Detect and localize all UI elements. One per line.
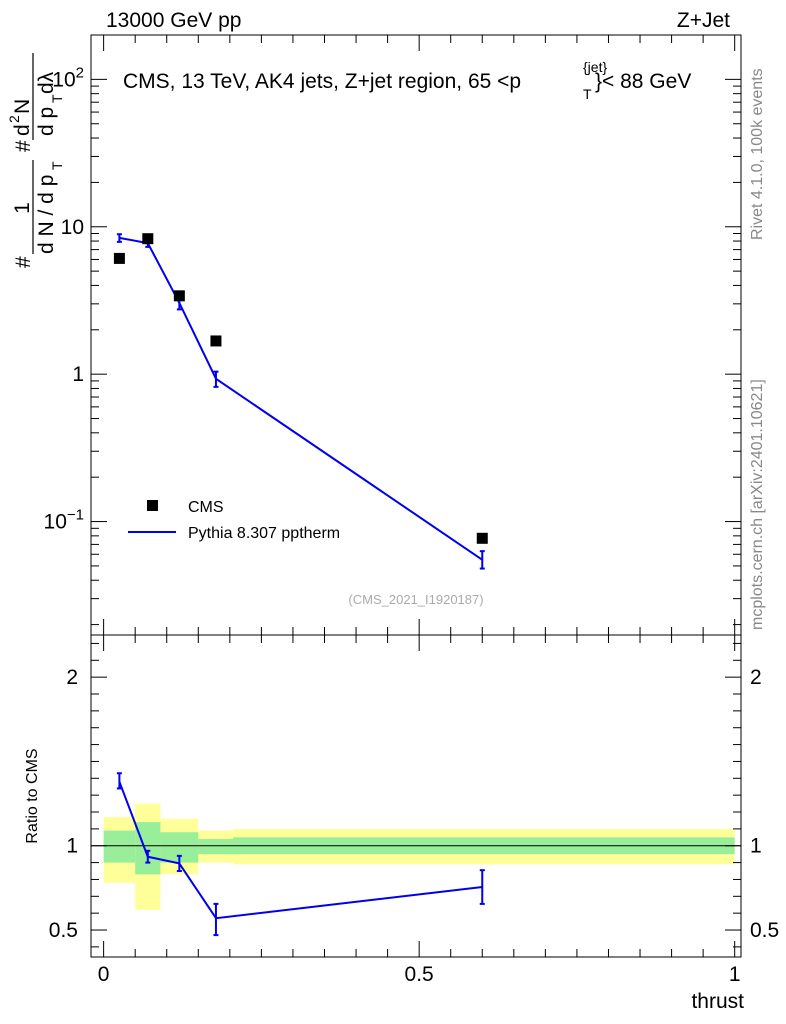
legend: CMS Pythia 8.307 pptherm <box>128 499 340 542</box>
svg-text:d p: d p <box>35 107 58 136</box>
main-panel: 102 10 1 10−1 CMS, 13 TeV, AK4 jets, Z+jet … <box>6 34 742 636</box>
rivet-version-label: Rivet 4.1.0, 100k events <box>749 68 766 240</box>
ratio-y-tick-label-right: 1 <box>750 835 762 858</box>
ratio-y-tick-label: 0.5 <box>49 919 78 942</box>
mc-line <box>119 236 483 561</box>
main-y-tick-label: 10−1 <box>44 507 84 534</box>
main-ylabel: # 1 d N / d p T # d 2 N d p T dλ <box>6 53 65 268</box>
svg-text:d N / d p: d N / d p <box>35 175 58 254</box>
ratio-frame <box>90 634 742 958</box>
main-ticks-layer: 102 10 1 10−1 <box>44 34 741 635</box>
main-title-sup: {jet} <box>583 59 607 75</box>
ratio-y-tick-label: 2 <box>66 666 78 689</box>
ratio-y-tick-label-right: 0.5 <box>750 919 779 942</box>
ratio-stat-uncertainty-band <box>135 822 161 875</box>
main-frame <box>90 34 742 636</box>
ratio-panel: 0.5 0.5 1 1 2 2 0 0.5 1 Ratio to CMS thrust <box>24 634 779 1013</box>
header-right-label: Z+Jet <box>677 9 730 32</box>
analysis-id-label: (CMS_2021_I1920187) <box>348 592 483 607</box>
cms-data-point <box>142 233 154 245</box>
ylabel-frac-num: d <box>11 124 34 136</box>
cms-data-point <box>210 335 222 347</box>
cms-data-point <box>476 532 488 544</box>
main-title-text: CMS, 13 TeV, AK4 jets, Z+jet region, 65 … <box>123 70 521 93</box>
ylabel-frac-num-sup: 2 <box>6 115 22 123</box>
x-tick-label: 0.5 <box>405 963 434 986</box>
main-y-tick-label: 102 <box>52 64 84 91</box>
ratio-stat-uncertainty-band <box>103 830 136 863</box>
x-axis-label: thrust <box>691 990 744 1013</box>
ylabel-hash: # <box>12 256 35 268</box>
svg-text:d: d <box>11 124 34 136</box>
ylabel-frac-den-tail: dλ <box>35 71 58 94</box>
main-y-tick-label: 10 <box>61 216 84 239</box>
legend-mc-label: Pythia 8.307 pptherm <box>188 525 340 542</box>
ratio-stat-uncertainty-band <box>198 838 233 855</box>
main-title-tail: }< 88 GeV <box>595 70 691 93</box>
ylabel-den: d N / d p <box>35 175 58 254</box>
ratio-y-tick-label-right: 2 <box>750 666 762 689</box>
main-title-sub: T <box>583 86 592 102</box>
svg-text:CMS, 13 TeV, AK4 jets, Z+jet r: CMS, 13 TeV, AK4 jets, Z+jet region, 65 … <box>123 70 521 93</box>
ylabel-frac-den-sub: T <box>49 94 65 103</box>
ratio-data-layer <box>116 772 485 937</box>
ylabel-hash-2: # <box>12 140 35 152</box>
main-data-layer <box>113 233 488 570</box>
ratio-y-tick-label: 1 <box>66 835 78 858</box>
x-tick-label: 1 <box>729 963 741 986</box>
ratio-ticks-layer: 0.5 0.5 1 1 2 2 0 0.5 1 <box>49 635 779 986</box>
cms-data-point <box>173 290 185 302</box>
ratio-ylabel: Ratio to CMS <box>24 748 41 843</box>
main-title: CMS, 13 TeV, AK4 jets, Z+jet region, 65 … <box>123 59 691 102</box>
ylabel-one: 1 <box>11 202 34 214</box>
legend-cms-label: CMS <box>188 499 224 516</box>
x-tick-label: 0 <box>98 963 110 986</box>
ylabel-frac-den: d p <box>35 107 58 136</box>
header-left-label: 13000 GeV pp <box>106 9 241 32</box>
main-y-tick-label: 1 <box>72 363 84 386</box>
ylabel-frac-num-tail: N <box>11 99 34 114</box>
mcplots-label: mcplots.cern.ch [arXiv:2401.10621] <box>749 379 766 630</box>
legend-cms-marker <box>147 500 158 511</box>
cms-data-point <box>113 252 125 264</box>
ylabel-den-sub: T <box>49 161 65 170</box>
